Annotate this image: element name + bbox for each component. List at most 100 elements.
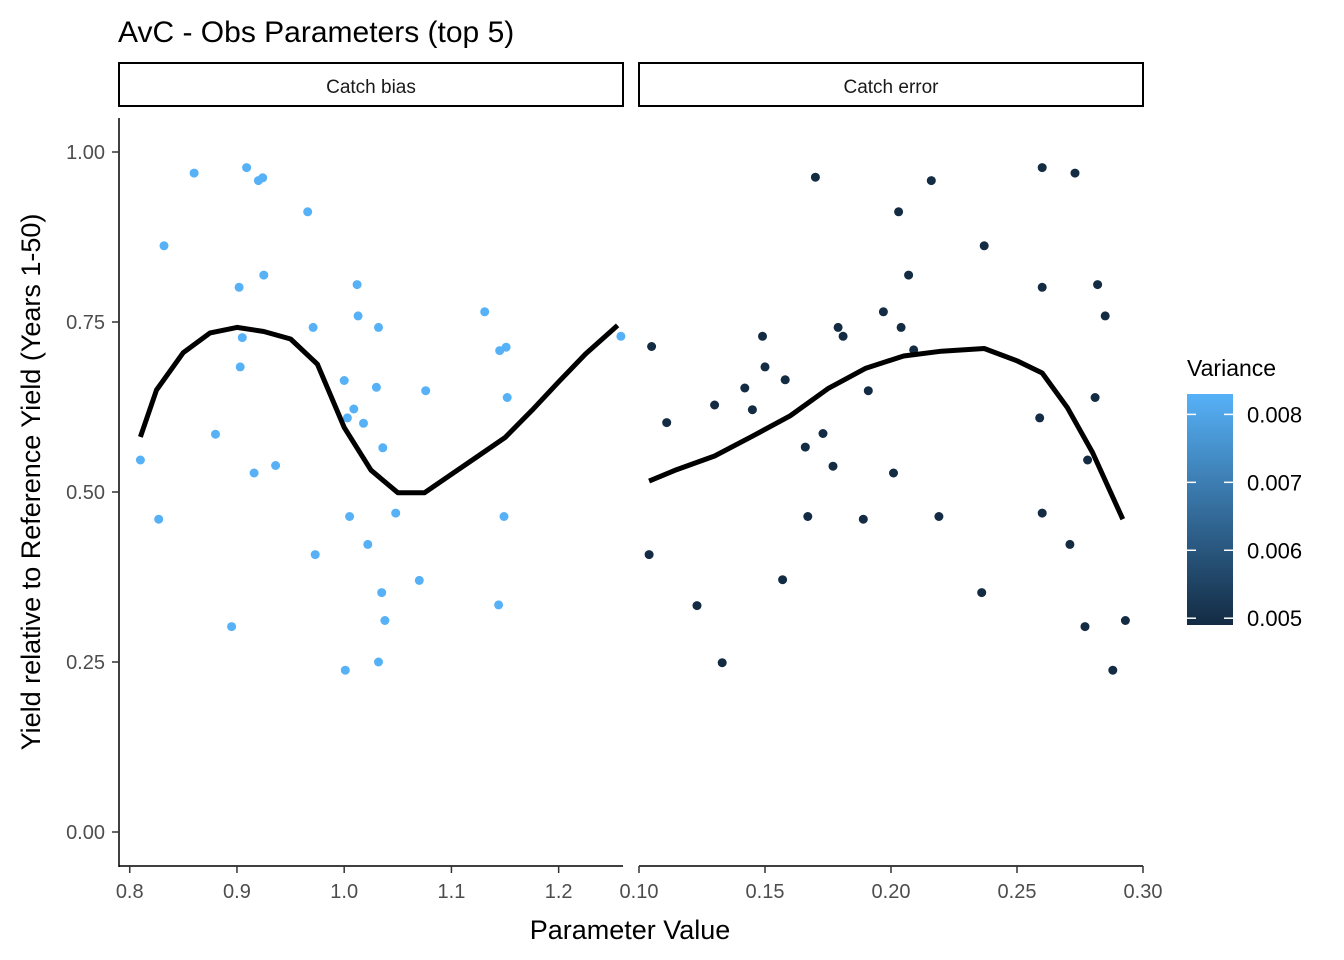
data-point (889, 468, 898, 478)
x-tick-label: 1.1 (438, 881, 466, 903)
data-point (227, 622, 237, 632)
data-point (339, 376, 349, 385)
data-point (926, 176, 936, 186)
data-point (833, 322, 843, 332)
data-point (237, 333, 247, 343)
data-point (502, 393, 512, 402)
legend-colorbar (1187, 394, 1233, 625)
data-point (647, 342, 657, 351)
data-point (349, 404, 359, 414)
data-point (249, 468, 259, 478)
facet-strip-label: Catch bias (326, 77, 416, 98)
data-point (1037, 163, 1047, 173)
data-point (154, 514, 164, 524)
data-point (894, 207, 904, 217)
data-point (340, 665, 350, 675)
data-point (828, 461, 838, 471)
data-point (1065, 539, 1075, 549)
x-axis-title: Parameter Value (530, 915, 731, 945)
data-point (371, 382, 381, 392)
x-tick-label: 0.25 (998, 881, 1037, 903)
x-tick-label: 0.10 (620, 881, 659, 903)
data-point (303, 207, 313, 217)
data-point (235, 362, 245, 372)
data-point (242, 163, 252, 173)
y-tick-label: 0.00 (66, 822, 105, 844)
data-point (342, 413, 352, 423)
facet-strip (638, 62, 1144, 107)
variance-legend: Variance 0.005 0.006 0.007 0.008 (1187, 355, 1302, 631)
data-point (359, 418, 368, 428)
y-tick-label: 1.00 (66, 142, 105, 164)
data-point (374, 657, 383, 667)
data-point (692, 601, 702, 611)
data-point (1093, 280, 1103, 290)
legend-tick-label: 0.005 (1247, 606, 1302, 631)
data-point (717, 658, 727, 668)
data-point (710, 400, 720, 410)
data-point (271, 461, 281, 470)
facet-strip-label: Catch error (843, 77, 939, 98)
data-point (1035, 413, 1045, 423)
data-point (878, 307, 888, 317)
data-point (353, 311, 363, 321)
data-point (259, 270, 269, 280)
y-axis: 0.00 0.25 0.50 0.75 1.00 (66, 118, 120, 867)
data-point (800, 442, 810, 452)
x-tick-label: 0.30 (1124, 881, 1163, 903)
legend-title: Variance (1187, 355, 1276, 381)
facet-panel: Catch bias 0.8 0.9 1.0 1.1 1.2 (116, 62, 626, 903)
data-point (352, 280, 362, 290)
data-point (258, 173, 268, 183)
data-point (211, 429, 220, 439)
data-point (838, 331, 848, 341)
data-point (159, 241, 169, 251)
data-point (234, 282, 244, 292)
data-point (377, 588, 387, 598)
y-tick-label: 0.25 (66, 652, 105, 674)
data-point (499, 512, 509, 521)
data-point (778, 575, 788, 585)
data-point (858, 514, 868, 524)
legend-tick-label: 0.008 (1247, 402, 1302, 427)
y-tick-label: 0.75 (66, 312, 105, 334)
data-point (780, 375, 790, 385)
data-point (308, 322, 318, 332)
data-point (378, 443, 388, 453)
data-point (1037, 508, 1047, 518)
facet-strip (118, 62, 624, 107)
data-point (896, 322, 906, 332)
data-point (740, 383, 750, 393)
data-point (818, 429, 828, 438)
data-point (310, 550, 320, 560)
data-point (979, 241, 989, 251)
x-tick-label: 0.8 (116, 881, 144, 903)
data-point (863, 386, 873, 396)
data-point (758, 331, 767, 341)
data-point (904, 270, 914, 280)
data-point (616, 331, 626, 341)
data-point (363, 539, 373, 549)
data-point (414, 575, 424, 585)
data-point (480, 307, 490, 317)
x-tick-label: 0.15 (746, 881, 785, 903)
smooth-trend-line (138, 323, 620, 496)
data-point (1070, 168, 1080, 178)
data-point (1100, 311, 1110, 321)
data-point (374, 322, 383, 332)
x-tick-label: 0.20 (872, 881, 911, 903)
data-point (934, 512, 944, 521)
smooth-trend-line (648, 346, 1126, 521)
data-point (810, 172, 820, 182)
legend-tick-label: 0.007 (1247, 470, 1302, 495)
data-point (1108, 665, 1118, 675)
legend-tick-label: 0.006 (1247, 538, 1302, 563)
data-point (747, 405, 757, 415)
x-tick-label: 1.0 (330, 881, 358, 903)
data-point (1083, 455, 1093, 465)
panels-layer: 0.00 0.25 0.50 0.75 1.00 Catch bias 0.8 0.9 1.0 1… (66, 62, 1163, 903)
x-tick-label: 0.9 (223, 881, 251, 903)
data-point (1037, 282, 1047, 292)
data-point (391, 508, 401, 518)
